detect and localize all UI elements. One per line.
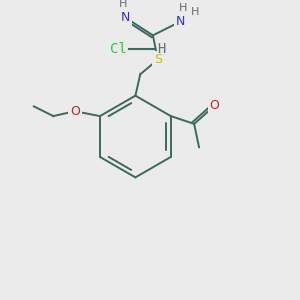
Text: S: S <box>154 53 162 66</box>
Text: Cl: Cl <box>110 42 127 56</box>
Text: N: N <box>176 15 185 28</box>
Text: O: O <box>70 105 80 118</box>
Text: H: H <box>179 3 187 13</box>
Text: N: N <box>121 11 130 24</box>
Text: H: H <box>158 42 166 56</box>
Text: O: O <box>210 99 220 112</box>
Text: H: H <box>118 0 127 9</box>
Text: H: H <box>190 7 199 17</box>
